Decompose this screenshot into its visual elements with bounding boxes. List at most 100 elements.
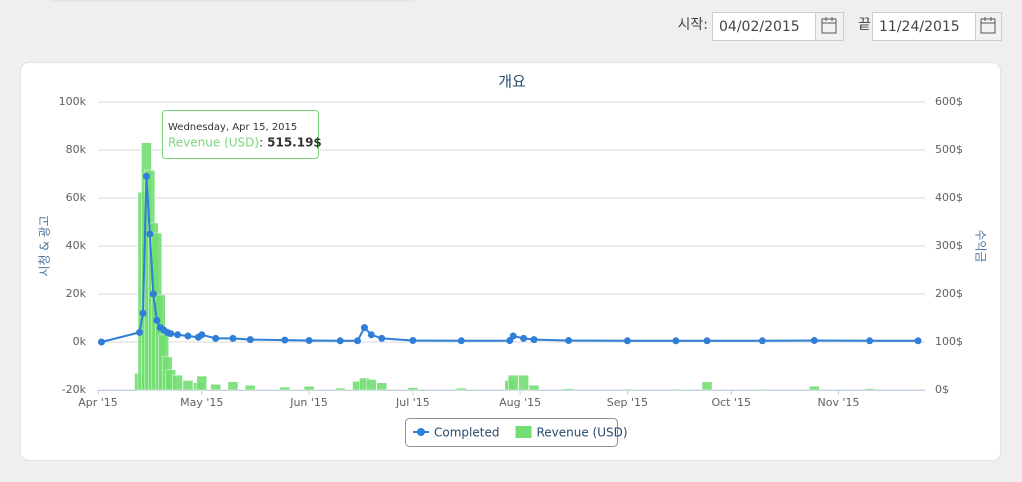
revenue-bar — [622, 388, 633, 391]
revenue-bar — [366, 379, 377, 391]
revenue-bar — [809, 385, 820, 391]
completed-marker — [367, 331, 375, 339]
y2-tick-label: 400$ — [935, 191, 963, 204]
revenue-bar — [245, 384, 256, 391]
y-tick-label: -20k — [62, 383, 87, 396]
end-input[interactable] — [872, 12, 976, 41]
completed-marker — [565, 337, 573, 345]
tooltip-value: 515.19$ — [267, 136, 322, 150]
y-tick-label: 0k — [73, 335, 87, 348]
completed-marker — [153, 316, 161, 324]
plot: -20k 0k 20k 40k 60k 80k 100k 0$ 100$ 200$ 300$ 400$… — [59, 95, 963, 447]
completed-marker — [758, 337, 766, 345]
tooltip-series: Revenue (USD) — [168, 136, 259, 150]
completed-marker — [336, 337, 344, 345]
revenue-bar — [182, 380, 194, 391]
completed-marker — [810, 337, 818, 345]
revenue-bar — [376, 382, 387, 391]
revenue-bar — [563, 388, 574, 391]
x-tick-label: Jul '15 — [395, 396, 430, 409]
completed-marker — [623, 337, 631, 345]
x-tick-label: Jun '15 — [289, 396, 328, 409]
revenue-bar — [407, 387, 419, 391]
completed-marker — [174, 331, 182, 339]
revenue-bar — [172, 374, 183, 391]
y-tick-label: 100k — [59, 95, 87, 108]
revenue-bar — [456, 387, 467, 391]
x-tick-label: May '15 — [180, 396, 223, 409]
revenue-bar — [196, 375, 208, 391]
start-date[interactable]: 04/02/2015 — [719, 19, 800, 35]
revenue-bar — [334, 387, 346, 391]
y2-tick-label: 100$ — [935, 335, 963, 348]
revenue-bar — [701, 381, 713, 391]
completed-marker — [281, 336, 289, 344]
revenue-bar — [227, 381, 239, 391]
end-date[interactable]: 11/24/2015 — [879, 19, 960, 35]
completed-marker — [530, 336, 538, 344]
legend-label: Completed — [434, 426, 499, 440]
completed-marker — [703, 337, 711, 345]
completed-marker — [139, 309, 147, 317]
completed-marker — [409, 337, 417, 345]
x-tick-label: Nov '15 — [817, 396, 859, 409]
y-tick-label: 20k — [66, 287, 87, 300]
completed-marker — [378, 334, 386, 342]
completed-marker — [212, 334, 220, 342]
x-tick-label: Sep '15 — [607, 396, 648, 409]
end-label: 끝 — [858, 17, 871, 33]
y2-tick-label: 200$ — [935, 287, 963, 300]
completed-marker — [97, 338, 105, 346]
revenue-bar — [518, 374, 529, 391]
completed-marker — [142, 172, 150, 180]
completed-marker — [149, 290, 157, 298]
legend-swatch — [515, 426, 532, 438]
y-tick-label: 40k — [66, 239, 87, 252]
y2-tick-label: 300$ — [935, 239, 963, 252]
completed-marker — [229, 334, 237, 342]
revenue-bar — [279, 386, 291, 391]
completed-marker — [305, 337, 313, 345]
y-tick-label: 80k — [66, 143, 87, 156]
y-axis-title: 시청 & 광고 — [38, 215, 52, 276]
completed-marker — [360, 324, 368, 332]
tooltip-date: Wednesday, Apr 15, 2015 — [168, 122, 297, 133]
y2-tick-label: 500$ — [935, 143, 963, 156]
completed-marker — [184, 332, 192, 340]
revenue-bar — [757, 388, 768, 391]
x-tick-label: Oct '15 — [711, 396, 751, 409]
chart-title: 개요 — [498, 73, 526, 91]
chart-card — [20, 62, 1001, 461]
revenue-bar — [210, 383, 221, 391]
completed-marker — [198, 331, 206, 339]
revenue-bar — [507, 374, 519, 391]
completed-marker — [246, 336, 254, 344]
completed-marker — [457, 337, 465, 345]
revenue-bar — [864, 388, 875, 391]
y2-axis-title: 수익금 — [974, 229, 988, 262]
completed-marker — [167, 330, 175, 338]
tooltip: Wednesday, Apr 15, 2015 Revenue (USD):515… — [162, 110, 322, 159]
legend: Completed Revenue (USD) — [405, 418, 628, 447]
completed-marker — [146, 230, 154, 238]
revenue-bar — [528, 384, 540, 391]
completed-marker — [354, 337, 362, 345]
start-label: 시작: — [678, 17, 708, 33]
y2-tick-label: 600$ — [935, 95, 963, 108]
tooltip-box — [162, 110, 319, 159]
x-tick-label: Apr '15 — [78, 396, 118, 409]
legend-box — [405, 418, 618, 447]
end-calendar-button[interactable] — [975, 12, 1002, 41]
completed-marker — [914, 337, 922, 345]
completed-marker — [136, 328, 144, 336]
completed-marker — [509, 332, 517, 340]
completed-marker — [520, 334, 528, 342]
legend-marker — [417, 428, 425, 436]
calendar-icon — [980, 17, 996, 34]
y-tick-label: 60k — [66, 191, 87, 204]
start-calendar-button[interactable] — [815, 12, 844, 41]
tooltip-separator: : — [259, 136, 263, 150]
y2-tick-label: 0$ — [935, 383, 949, 396]
completed-marker — [672, 337, 680, 345]
